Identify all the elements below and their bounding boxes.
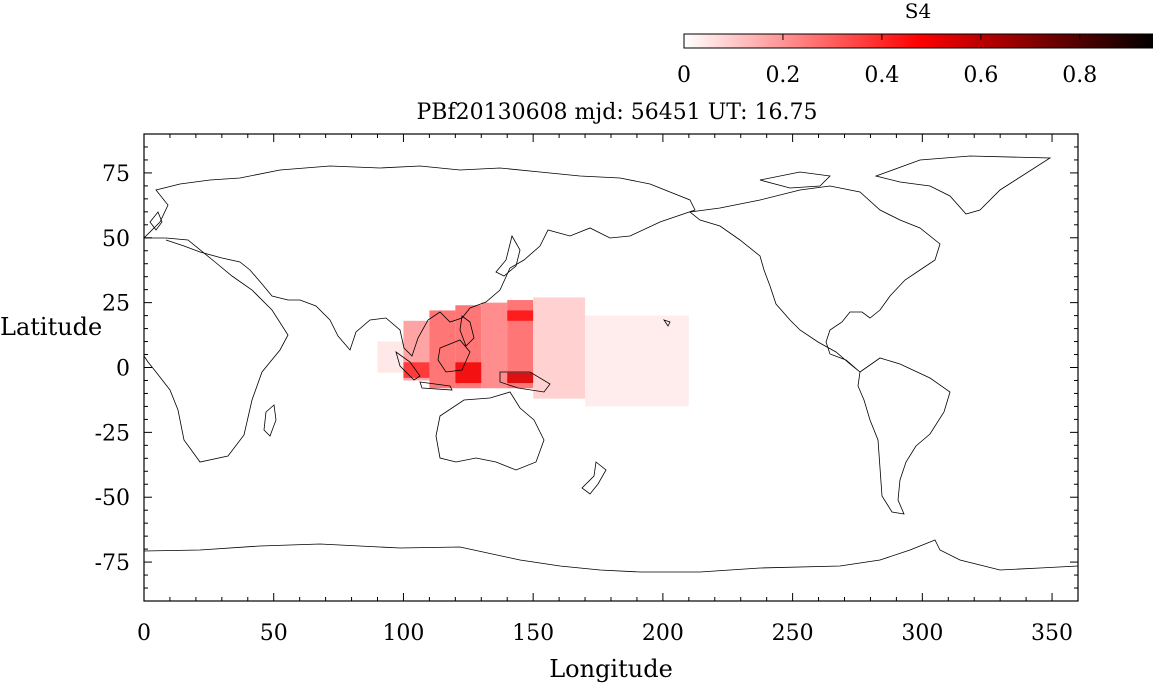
plot-title: PBf20130608 mjd: 56451 UT: 16.75 [416,100,817,125]
philippines-coastline [459,315,475,347]
s4-patch [377,341,404,373]
south-america-coastline [857,357,951,515]
colorbar-tick-label: 0.8 [1062,63,1097,88]
antarctica-coastline [144,539,1078,573]
greenland-coastline [874,155,1052,215]
s4-patch [507,310,534,321]
new-zealand-coastline [581,461,607,495]
x-tick-label: 300 [901,621,943,646]
y-tick-label: -50 [95,486,130,511]
x-tick-label: 0 [137,621,151,646]
eurasia-coastline [144,165,696,357]
hawaii-coastline [663,319,671,327]
x-tick-label: 250 [772,621,814,646]
colorbar-tick-label: 0.2 [765,63,800,88]
x-tick-label: 50 [260,621,288,646]
japan-coastline [495,234,521,277]
borneo-coastline [437,339,471,373]
s4-patch [429,310,456,389]
x-axis-label: Longitude [549,655,673,683]
x-tick-label: 100 [382,621,424,646]
y-tick-label: -75 [95,551,130,576]
x-tick-label: 150 [512,621,554,646]
colorbar [683,33,1153,49]
africa-coastline [144,237,289,463]
colorbar-tick-label: 0.6 [963,63,998,88]
y-tick-label: -25 [95,421,130,446]
x-tick-label: 350 [1031,621,1073,646]
north-america-coastline [689,185,941,373]
x-tick-label: 200 [642,621,684,646]
y-tick-label: 0 [116,357,130,382]
y-tick-label: 25 [102,292,130,317]
sumatra-coastline [395,351,421,381]
coastlines [144,155,1078,573]
colorbar-tick-label: 0.4 [864,63,899,88]
britain-coastline [149,211,163,231]
new-guinea-coastline [499,371,551,393]
s4-patch [403,362,430,378]
arctic-islands-coastline [759,171,831,189]
s4-heatmap [377,297,689,407]
s4-patch [533,297,586,399]
java-coastline [419,381,453,391]
y-tick-label: 75 [102,162,130,187]
colorbar-label: S4 [905,0,931,23]
s4-patch [455,362,482,384]
colorbar-tick-label: 0 [677,63,691,88]
madagascar-coastline [263,404,277,437]
s4-patch [507,372,534,384]
australia-coastline [435,391,545,471]
colorbar-ticks: 0 0.2 0.4 0.6 0.8 [677,34,1097,88]
y-tick-label: 50 [102,227,130,252]
s4-patch [585,315,689,407]
y-axis-label: Latitude [0,313,102,341]
s4-patch [481,302,508,389]
